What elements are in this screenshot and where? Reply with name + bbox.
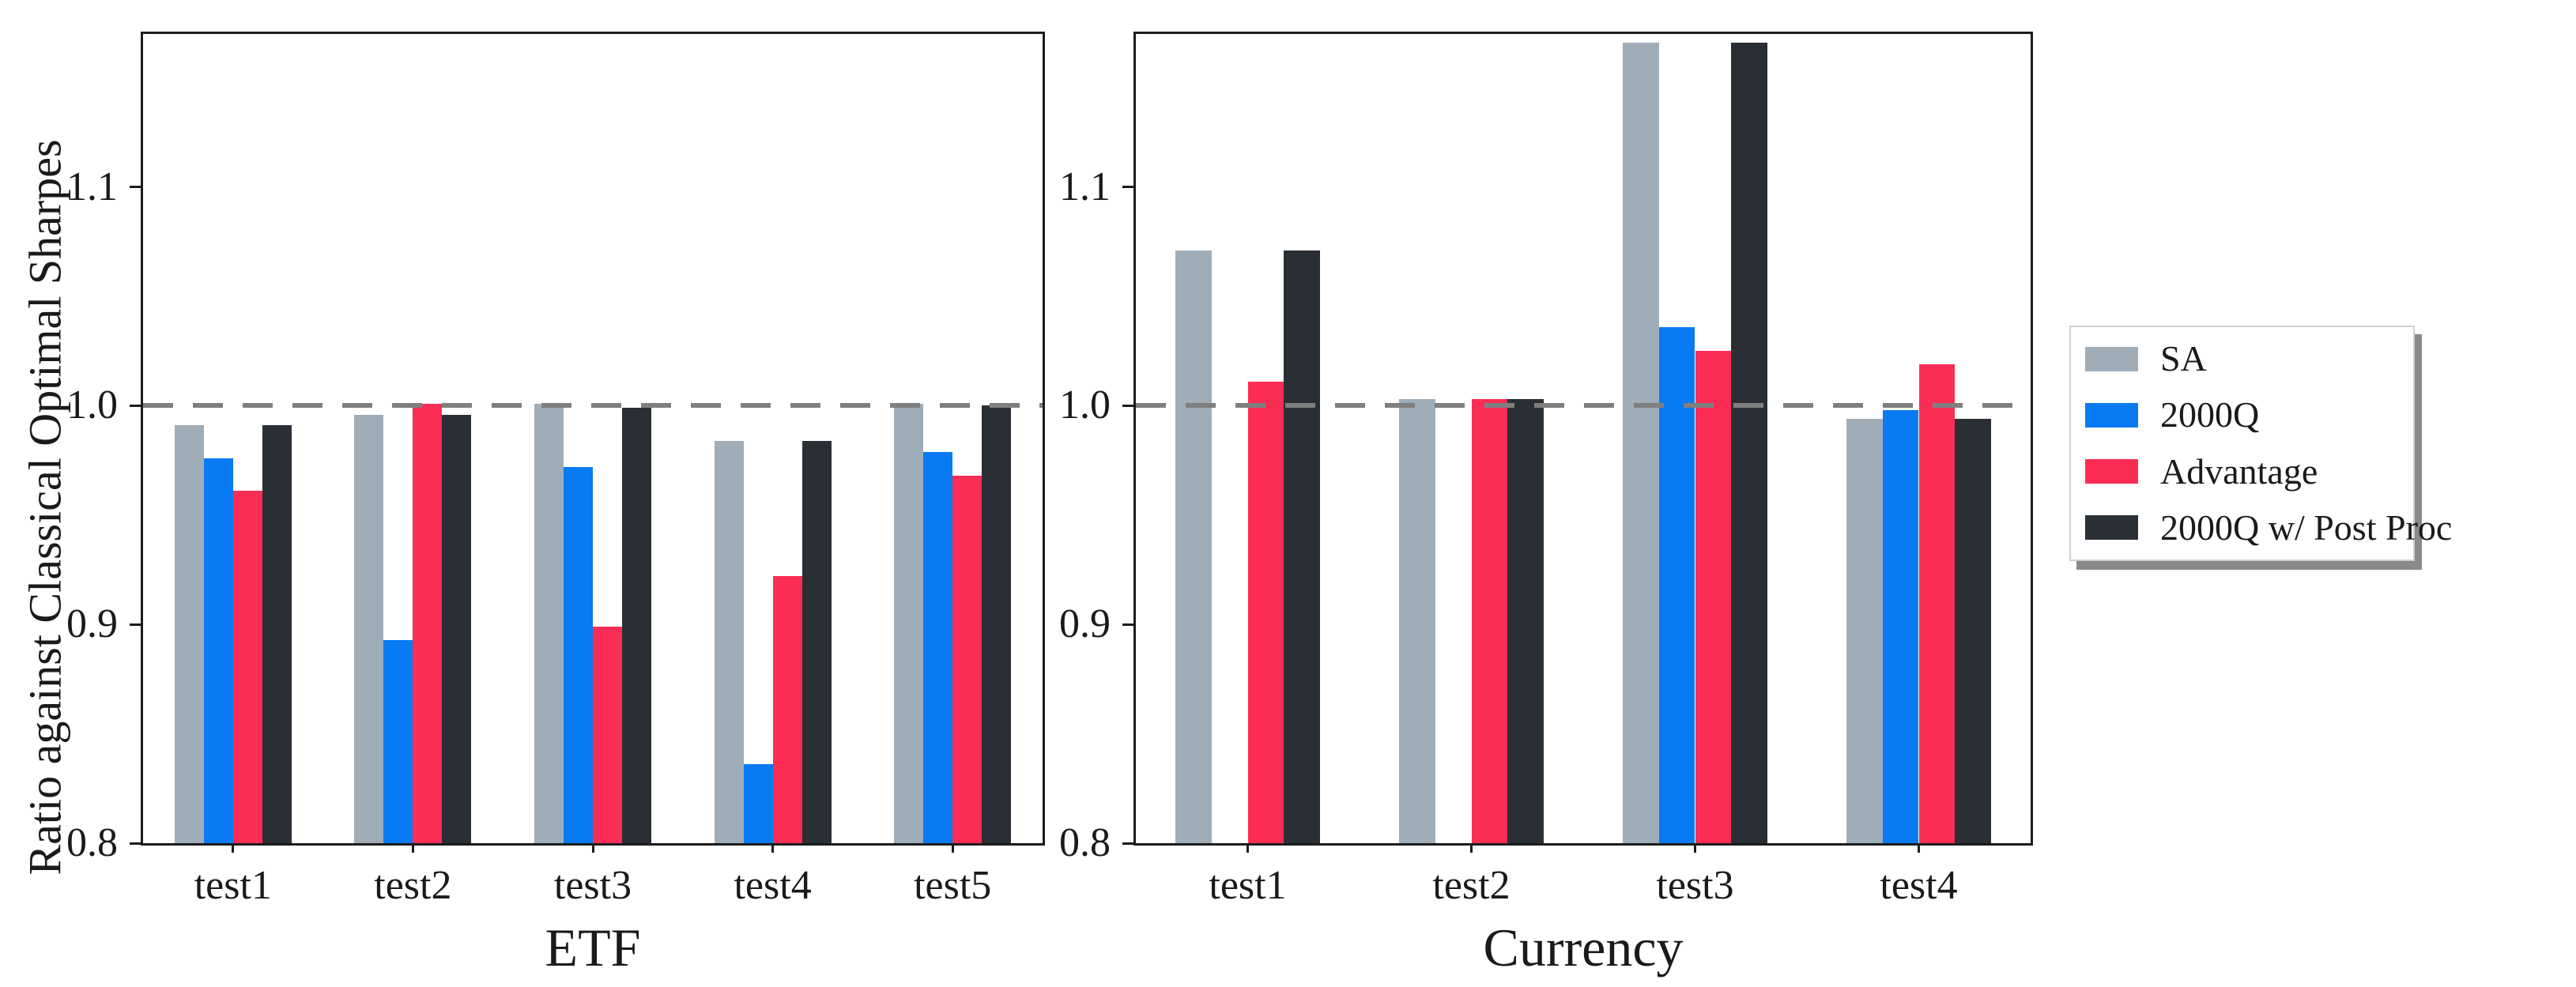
bar: [952, 476, 983, 843]
x-tick-label: test2: [1432, 863, 1511, 908]
y-tick-label: 1.0: [66, 382, 118, 428]
2000q-color-swatch: [2085, 402, 2138, 428]
y-tick-mark: [130, 404, 141, 407]
x-tick-label: test5: [914, 863, 992, 908]
y-tick-label: 1.0: [1059, 382, 1111, 428]
bar: [1846, 419, 1883, 843]
y-tick-mark: [1122, 623, 1133, 626]
2000q-post-proc-color-swatch: [2085, 515, 2138, 541]
legend-label: Advantage: [2160, 450, 2318, 492]
bar: [923, 451, 953, 843]
bar: [772, 576, 802, 843]
bar: [1918, 364, 1956, 843]
bar: [593, 627, 622, 843]
bar: [1175, 250, 1212, 843]
legend-label: 2000Q w/ Post Proc: [2160, 507, 2453, 548]
x-tick-mark: [591, 843, 594, 853]
legend-item-advantage: Advantage: [2085, 450, 2399, 492]
reference-line-1-0: [143, 403, 1043, 409]
plot-area: 0.8 0.9 1.0 1.1 test1 test2 test3 test4 test5 ETF: [66, 34, 1043, 974]
y-tick-label: 0.9: [1059, 601, 1111, 647]
bar: [714, 440, 744, 843]
currency-subplot: 0.8 0.9 1.0 1.1 test1 test2 test3 test4 Currency: [1059, 32, 2033, 974]
x-tick-label: test4: [734, 863, 812, 908]
sa-color-swatch: [2085, 346, 2138, 371]
bar: [534, 403, 564, 843]
bar: [1507, 399, 1544, 843]
legend-item-2000q: 2000Q: [2085, 397, 2399, 433]
bar: [1955, 419, 1992, 843]
x-tick-mark: [1918, 843, 1920, 853]
x-tick-mark: [1694, 843, 1696, 853]
bar: [564, 466, 593, 843]
x-axis-title: ETF: [545, 917, 641, 978]
x-tick-mark: [232, 843, 235, 853]
y-tick-mark: [1122, 186, 1133, 189]
legend: SA 2000Q Advantage 2000Q w/ Post Proc: [2069, 326, 2452, 561]
x-tick-mark: [951, 843, 954, 853]
bar: [442, 414, 472, 843]
y-tick-label: 0.8: [1059, 820, 1111, 865]
bar: [1284, 250, 1321, 843]
bar: [743, 764, 773, 843]
bar: [801, 440, 832, 843]
bar: [1622, 43, 1659, 843]
bar: [1882, 410, 1919, 843]
x-tick-label: test1: [194, 863, 272, 908]
bar: [413, 403, 443, 843]
reference-line-1-0: [1136, 403, 2031, 409]
legend-item-2000q-post-proc: 2000Q w/ Post Proc: [2085, 509, 2452, 546]
x-tick-label: test3: [1656, 863, 1734, 908]
bar: [383, 639, 413, 843]
y-tick-label: 1.1: [66, 164, 118, 209]
x-axis-title: Currency: [1483, 917, 1684, 978]
x-tick-mark: [1247, 843, 1249, 853]
bar: [1695, 351, 1732, 843]
plot-area: 0.8 0.9 1.0 1.1 test1 test2 test3 test4 Currency: [1059, 34, 2031, 974]
x-tick-label: test3: [553, 863, 632, 908]
y-tick-mark: [1122, 842, 1133, 845]
y-tick-label: 0.8: [66, 820, 118, 865]
bar: [203, 458, 233, 843]
bar: [262, 425, 292, 843]
x-tick-mark: [771, 843, 775, 853]
y-tick-mark: [130, 186, 141, 189]
bar: [1731, 43, 1768, 843]
y-tick-mark: [130, 842, 141, 845]
y-tick-label: 1.1: [1059, 164, 1111, 209]
legend-label: 2000Q: [2160, 394, 2260, 435]
x-tick-mark: [411, 843, 414, 853]
y-tick-mark: [130, 623, 141, 626]
bar: [354, 414, 384, 843]
x-tick-label: test2: [374, 863, 452, 908]
y-tick-label: 0.9: [66, 601, 118, 647]
etf-subplot: 0.8 0.9 1.0 1.1 test1 test2 test3 test4 test5 ETF: [66, 32, 1045, 974]
bar: [1398, 399, 1435, 843]
bar: [894, 403, 924, 843]
y-axis-title: Ratio against Classical Optimal Sharpes: [19, 139, 71, 876]
x-tick-mark: [1470, 843, 1473, 853]
advantage-color-swatch: [2085, 459, 2138, 484]
bar: [174, 425, 204, 843]
bar: [232, 491, 262, 843]
legend-item-sa: SA: [2085, 341, 2399, 377]
bar: [1658, 326, 1695, 843]
x-tick-label: test4: [1880, 863, 1958, 908]
legend-label: SA: [2160, 338, 2207, 379]
bar: [621, 408, 651, 843]
bar: [1471, 399, 1508, 843]
bar: [982, 405, 1012, 843]
y-tick-mark: [1122, 404, 1133, 407]
x-tick-label: test1: [1209, 863, 1287, 908]
bar: [1247, 382, 1284, 843]
